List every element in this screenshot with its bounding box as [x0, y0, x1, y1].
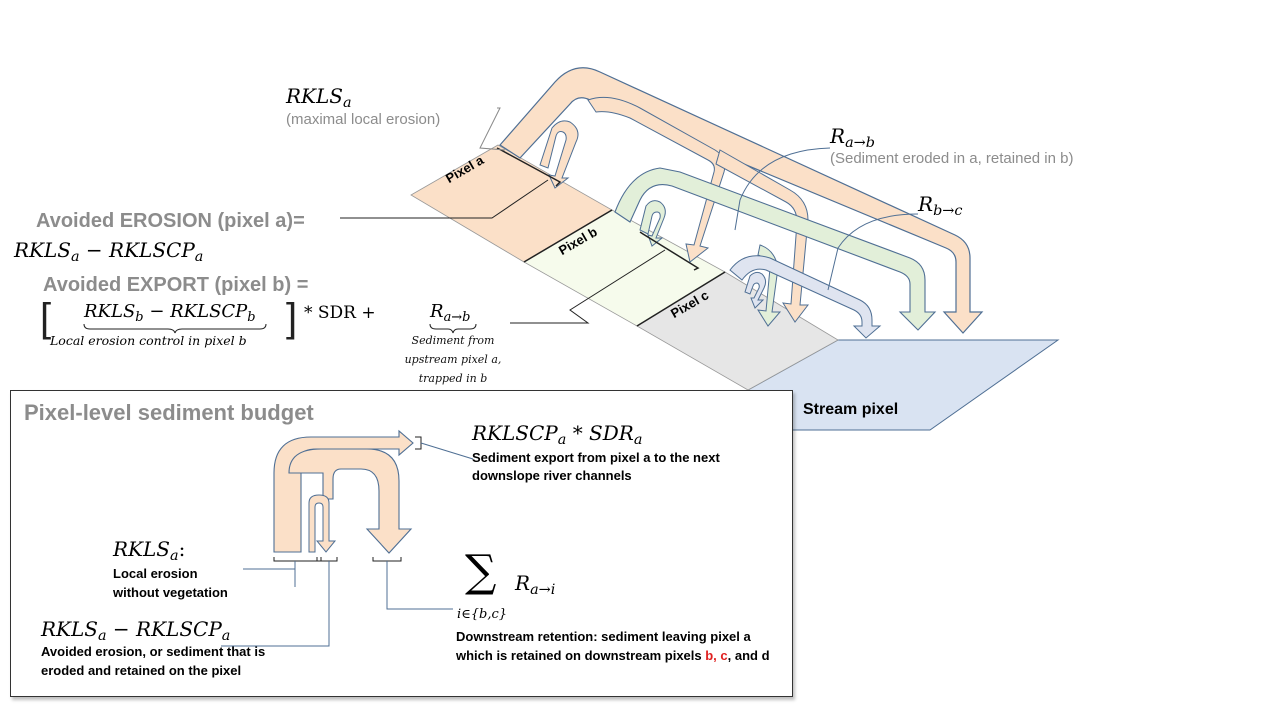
- export-term: RKLSb − RKLSCPb: [84, 301, 256, 325]
- sum-index: i∈{b,c}: [457, 607, 508, 622]
- avoided-erosion-equation: RKLSa − RKLSCPa: [14, 238, 204, 266]
- export-description: Sediment export from pixel a to the next…: [472, 450, 720, 483]
- budget-rkls: RKLSa:: [113, 537, 186, 565]
- arrow-a-to-c: [715, 149, 810, 323]
- avoided-erosion-desc: Avoided erosion, or sediment that is erod…: [41, 644, 266, 678]
- export-formula: RKLSCPa * SDRa: [472, 421, 643, 449]
- arrow-a-to-stream: [499, 67, 984, 334]
- budget-local-u: [308, 494, 337, 553]
- downstream-desc: Downstream retention: sediment leaving p…: [456, 629, 770, 663]
- underbrace-r: [429, 323, 477, 334]
- avoided-export-title: Avoided EXPORT (pixel b) =: [43, 274, 309, 296]
- export-under-label: Local erosion control in pixel b: [50, 333, 247, 348]
- arrow-a-to-b: [587, 96, 726, 263]
- sediment-budget-panel: Pixel-level sediment budget RKLSCPa * SD…: [10, 390, 793, 697]
- arrow-c-local: [744, 271, 767, 309]
- r-ab-label: Ra→b: [830, 124, 875, 152]
- budget-canvas: [221, 429, 474, 647]
- underbrace: [83, 323, 267, 334]
- r-bc-label: Rb→c: [918, 192, 963, 220]
- max-local-erosion-label: (maximal local erosion): [286, 111, 441, 128]
- times-sdr: * SDR +: [304, 303, 376, 323]
- budget-retention-arrow: [288, 448, 413, 554]
- avoided-formula: RKLSa − RKLSCPa: [41, 617, 231, 645]
- rkls-a-label: RKLSa: [286, 84, 352, 112]
- arrow-c-to-stream: [729, 255, 882, 339]
- bracket-left: [: [40, 296, 52, 340]
- sum-r: Ra→i: [515, 571, 556, 599]
- arrow-b-local: [639, 200, 666, 247]
- avoided-erosion-title: Avoided EROSION (pixel a)=: [36, 210, 305, 232]
- arrow-a-local: [539, 120, 579, 189]
- arrow-b-to-stream: [614, 167, 937, 331]
- r-ab-note: (Sediment eroded in a, retained in b): [830, 150, 1074, 167]
- export-r-ab: Ra→b: [430, 301, 471, 325]
- bracket-right: ]: [286, 296, 298, 340]
- sum-symbol: ∑: [465, 546, 497, 597]
- local-erosion-label: Local erosion without vegetation: [113, 566, 228, 600]
- budget-title: Pixel-level sediment budget: [24, 400, 314, 425]
- export-r-note: Sediment from upstream pixel a, trapped in…: [404, 334, 502, 385]
- stream-pixel-label: Stream pixel: [803, 401, 899, 418]
